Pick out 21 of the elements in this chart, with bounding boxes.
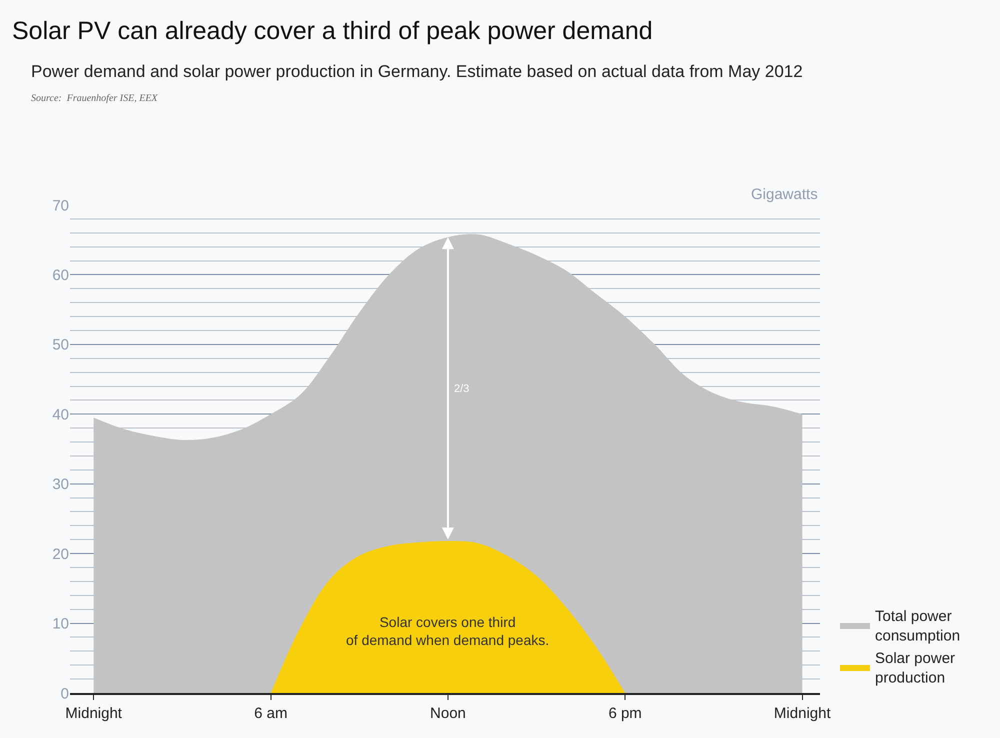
x-tick-label: Noon	[430, 705, 466, 722]
chart-title: Solar PV can already cover a third of peak power demand	[12, 17, 653, 46]
annotation: 2/3	[454, 383, 470, 395]
y-tick-label: 30	[52, 476, 69, 494]
x-tick-label: Midnight	[65, 705, 123, 722]
annotation: Solar covers one third of demand when demand peaks.	[346, 614, 550, 648]
y-tick-label: 50	[52, 336, 69, 354]
y-axis-title: Gigawatts	[751, 186, 818, 203]
y-tick-label: 0	[60, 685, 69, 702]
source-note: Source: Frauenhofer ISE, EEX	[31, 93, 158, 104]
legend-label: Solar power production	[875, 650, 956, 687]
y-tick-label: 40	[52, 406, 69, 424]
y-tick-label: 20	[52, 546, 69, 563]
y-tick-label: 10	[52, 616, 69, 633]
x-tick-label: 6 pm	[608, 705, 642, 722]
y-tick-label: 60	[52, 266, 69, 284]
x-tick-label: Midnight	[774, 705, 832, 722]
legend-label: Total power consumption	[875, 608, 960, 645]
chart-subtitle: Power demand and solar power production in Germany. Estimate based on actual data from May 2012	[31, 62, 803, 81]
y-tick-label: 70	[52, 197, 69, 214]
x-tick-label: 6 am	[254, 705, 288, 722]
